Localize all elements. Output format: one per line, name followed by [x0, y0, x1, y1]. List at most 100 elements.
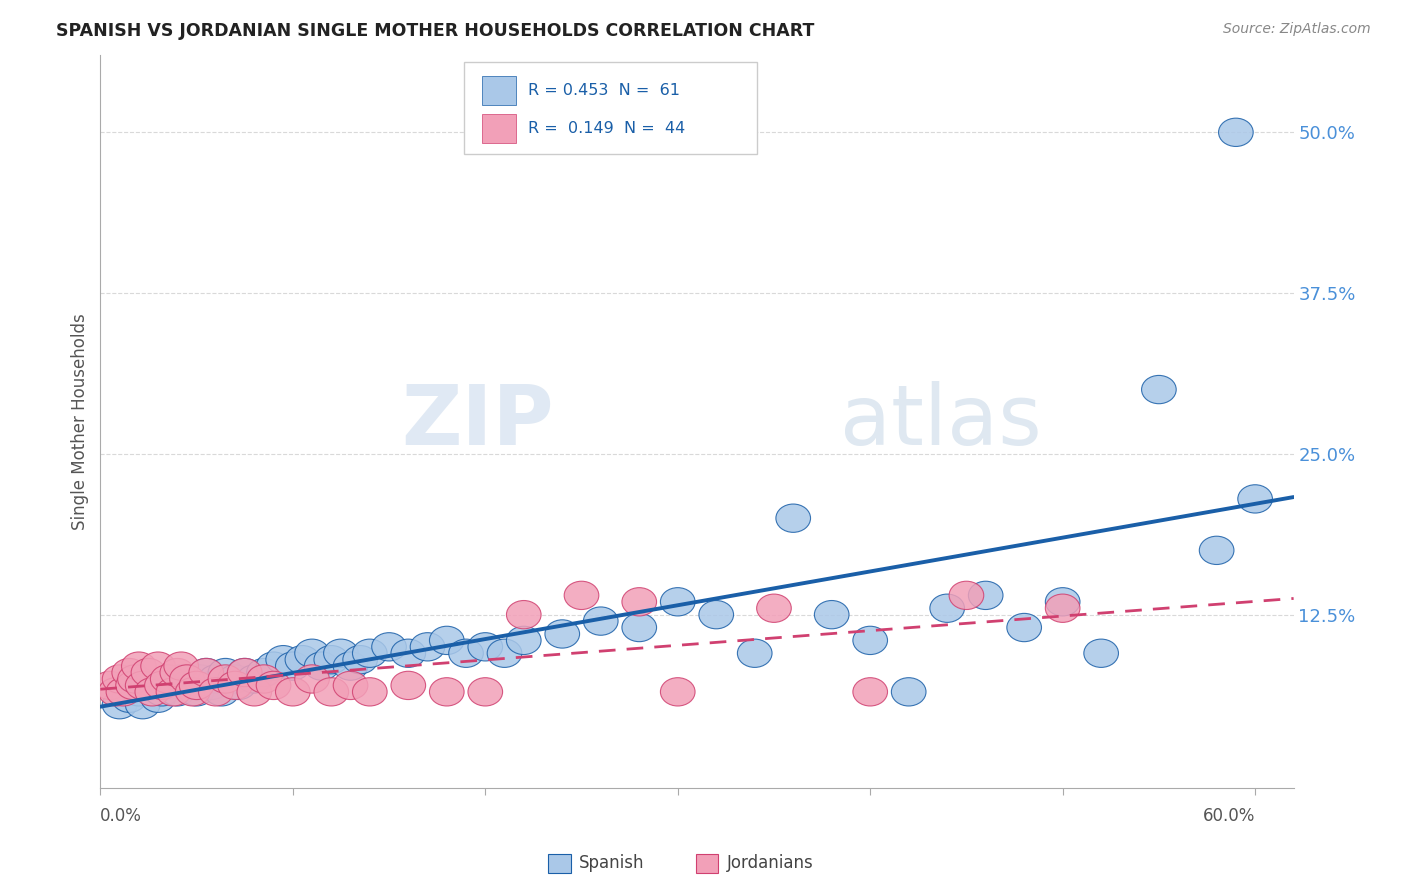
Ellipse shape	[1199, 536, 1234, 565]
Text: 0.0%: 0.0%	[100, 806, 142, 824]
Ellipse shape	[391, 639, 426, 667]
Ellipse shape	[131, 672, 166, 699]
Ellipse shape	[170, 672, 204, 699]
Ellipse shape	[266, 646, 301, 673]
Text: Spanish: Spanish	[579, 855, 645, 872]
Ellipse shape	[853, 626, 887, 655]
Ellipse shape	[160, 658, 194, 687]
Ellipse shape	[371, 632, 406, 661]
Ellipse shape	[238, 678, 271, 706]
Ellipse shape	[198, 678, 233, 706]
Ellipse shape	[98, 678, 134, 706]
Ellipse shape	[141, 684, 176, 713]
Ellipse shape	[105, 678, 141, 706]
Ellipse shape	[429, 678, 464, 706]
Ellipse shape	[353, 639, 387, 667]
Text: ZIP: ZIP	[401, 381, 554, 462]
Ellipse shape	[141, 652, 176, 681]
Ellipse shape	[411, 632, 444, 661]
Ellipse shape	[218, 665, 253, 693]
Ellipse shape	[188, 658, 224, 687]
Ellipse shape	[115, 672, 150, 699]
Ellipse shape	[449, 639, 484, 667]
Text: R = 0.453  N =  61: R = 0.453 N = 61	[527, 83, 679, 98]
Ellipse shape	[256, 672, 291, 699]
Ellipse shape	[276, 678, 311, 706]
Ellipse shape	[488, 639, 522, 667]
Ellipse shape	[1045, 594, 1080, 623]
Text: Source: ZipAtlas.com: Source: ZipAtlas.com	[1223, 22, 1371, 37]
Ellipse shape	[333, 672, 368, 699]
Ellipse shape	[156, 678, 191, 706]
Ellipse shape	[468, 678, 502, 706]
Ellipse shape	[295, 639, 329, 667]
Ellipse shape	[1084, 639, 1119, 667]
Ellipse shape	[176, 678, 209, 706]
Ellipse shape	[776, 504, 810, 533]
Ellipse shape	[228, 658, 262, 687]
Y-axis label: Single Mother Households: Single Mother Households	[72, 313, 89, 530]
Ellipse shape	[238, 665, 271, 693]
Ellipse shape	[204, 678, 239, 706]
Ellipse shape	[1007, 614, 1042, 641]
Ellipse shape	[661, 588, 695, 616]
Ellipse shape	[165, 665, 198, 693]
Ellipse shape	[853, 678, 887, 706]
Ellipse shape	[125, 690, 160, 719]
Ellipse shape	[103, 665, 136, 693]
Ellipse shape	[756, 594, 792, 623]
Ellipse shape	[314, 646, 349, 673]
Ellipse shape	[198, 665, 233, 693]
Ellipse shape	[112, 658, 146, 687]
Ellipse shape	[891, 678, 927, 706]
Ellipse shape	[661, 678, 695, 706]
Ellipse shape	[179, 672, 214, 699]
Ellipse shape	[285, 646, 319, 673]
Ellipse shape	[121, 678, 156, 706]
Ellipse shape	[131, 658, 166, 687]
Ellipse shape	[323, 639, 359, 667]
Ellipse shape	[583, 607, 619, 635]
Ellipse shape	[228, 658, 262, 687]
Ellipse shape	[314, 678, 349, 706]
Ellipse shape	[621, 614, 657, 641]
Ellipse shape	[737, 639, 772, 667]
Ellipse shape	[150, 672, 186, 699]
Ellipse shape	[208, 665, 243, 693]
Ellipse shape	[218, 672, 253, 699]
Ellipse shape	[295, 665, 329, 693]
Ellipse shape	[276, 652, 311, 681]
Ellipse shape	[103, 690, 136, 719]
Ellipse shape	[429, 626, 464, 655]
Ellipse shape	[546, 620, 579, 648]
Ellipse shape	[93, 672, 128, 699]
Ellipse shape	[145, 678, 179, 706]
Ellipse shape	[246, 665, 281, 693]
Bar	[482, 114, 516, 143]
Ellipse shape	[183, 665, 218, 693]
Ellipse shape	[353, 678, 387, 706]
Text: Jordanians: Jordanians	[727, 855, 814, 872]
Ellipse shape	[112, 684, 146, 713]
Ellipse shape	[506, 600, 541, 629]
Ellipse shape	[391, 672, 426, 699]
Ellipse shape	[506, 626, 541, 655]
Ellipse shape	[304, 652, 339, 681]
Text: 60.0%: 60.0%	[1202, 806, 1256, 824]
Ellipse shape	[814, 600, 849, 629]
Ellipse shape	[468, 632, 502, 661]
Ellipse shape	[1142, 376, 1177, 404]
Ellipse shape	[165, 652, 198, 681]
Ellipse shape	[121, 652, 156, 681]
Ellipse shape	[170, 665, 204, 693]
Ellipse shape	[343, 646, 377, 673]
Bar	[482, 76, 516, 105]
Ellipse shape	[208, 658, 243, 687]
Ellipse shape	[929, 594, 965, 623]
Ellipse shape	[188, 658, 224, 687]
Ellipse shape	[1219, 118, 1253, 146]
Ellipse shape	[621, 588, 657, 616]
Ellipse shape	[118, 665, 152, 693]
Ellipse shape	[333, 652, 368, 681]
Text: R =  0.149  N =  44: R = 0.149 N = 44	[527, 121, 685, 136]
